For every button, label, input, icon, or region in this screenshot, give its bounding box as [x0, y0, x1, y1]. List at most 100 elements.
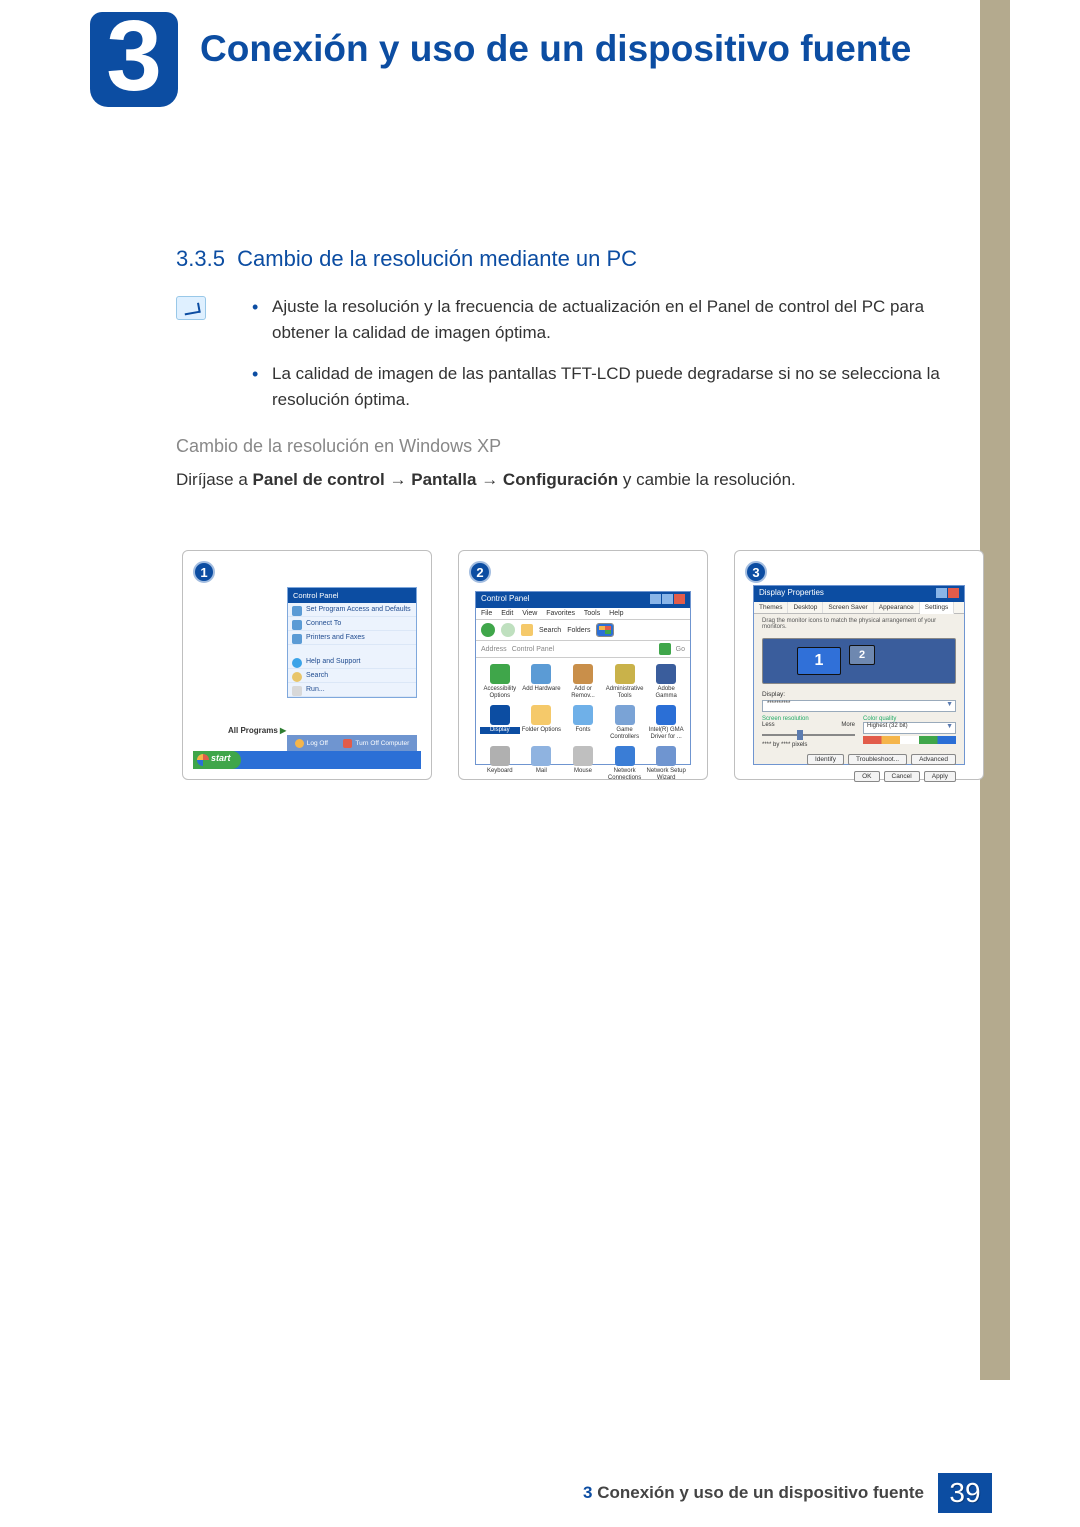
menu-item[interactable]: Tools — [584, 610, 600, 617]
menu-item[interactable]: Printers and Faxes — [288, 631, 416, 645]
start-menu-panel: Control Panel Set Program Access and Def… — [287, 587, 417, 698]
apply-button[interactable]: Apply — [924, 771, 956, 782]
views-icon[interactable] — [597, 624, 613, 636]
step-badge: 2 — [469, 561, 491, 583]
resolution-slider[interactable] — [762, 730, 855, 740]
screenshot-start-menu: 1 Control Panel Set Program Access and D… — [182, 550, 432, 780]
up-folder-icon[interactable] — [521, 624, 533, 636]
arrow-icon: → — [481, 470, 503, 489]
tab-themes[interactable]: Themes — [754, 602, 788, 613]
menu-item[interactable]: Set Program Access and Defaults — [288, 603, 416, 617]
control-panel-icon[interactable]: Fonts — [563, 705, 603, 740]
control-panel-icon[interactable]: Network Setup Wizard — [646, 746, 686, 781]
control-panel-icon[interactable]: Folder Options — [522, 705, 562, 740]
step-badge: 1 — [193, 561, 215, 583]
section-heading: 3.3.5 Cambio de la resolución mediante u… — [176, 246, 637, 272]
screenshot-display-properties: 3 Display Properties ThemesDesktopScreen… — [734, 550, 984, 780]
cancel-button[interactable]: Cancel — [884, 771, 920, 782]
window-controls — [649, 594, 685, 606]
menu-item[interactable]: File — [481, 610, 492, 617]
tab-settings[interactable]: Settings — [920, 602, 955, 614]
back-icon[interactable] — [481, 623, 495, 637]
screenshot-control-panel: 2 Control Panel File Edit View Favorites… — [458, 550, 708, 780]
button-row-bottom: OK Cancel Apply — [762, 771, 956, 782]
go-label: Go — [676, 646, 685, 653]
control-panel-icon[interactable]: Intel(R) GMA Driver for ... — [646, 705, 686, 740]
address-bar: Address Control Panel Go — [476, 641, 690, 658]
start-button[interactable]: start — [193, 751, 241, 769]
control-panel-icon[interactable]: Administrative Tools — [605, 664, 645, 699]
control-panel-icons: Accessibility OptionsAdd HardwareAdd or … — [476, 658, 690, 788]
note-bullets: Ajuste la resolución y la frecuencia de … — [252, 294, 952, 427]
title-bar: Display Properties — [754, 586, 964, 602]
menu-item[interactable]: Help and Support — [288, 655, 416, 669]
bullet-item: La calidad de imagen de las pantallas TF… — [252, 361, 952, 414]
res-more: More — [841, 722, 855, 728]
search-label[interactable]: Search — [539, 627, 561, 634]
control-panel-icon[interactable]: Mouse — [563, 746, 603, 781]
tab-strip: ThemesDesktopScreen SaverAppearanceSetti… — [754, 602, 964, 614]
menu-header: Control Panel — [288, 588, 416, 603]
tab-screen-saver[interactable]: Screen Saver — [823, 602, 873, 613]
control-panel-icon[interactable]: Display — [480, 705, 520, 740]
close-icon[interactable] — [674, 594, 685, 604]
res-less: Less — [762, 722, 775, 728]
display-combo[interactable]: ********** — [762, 700, 956, 712]
nav-path: Diríjase a Panel de control → Pantalla →… — [176, 470, 796, 490]
taskbar: start — [193, 751, 421, 769]
monitor-2[interactable]: 2 — [849, 645, 875, 665]
go-button[interactable] — [659, 643, 671, 655]
button-row-mid: Identify Troubleshoot... Advanced — [762, 754, 956, 765]
section-title: Cambio de la resolución mediante un PC — [237, 246, 637, 271]
footer-chapter-title: Conexión y uso de un dispositivo fuente — [597, 1483, 924, 1502]
bullet-item: Ajuste la resolución y la frecuencia de … — [252, 294, 952, 347]
menu-item[interactable]: Run... — [288, 683, 416, 697]
footer-chapter-number: 3 — [583, 1483, 592, 1502]
address-value[interactable]: Control Panel — [512, 646, 554, 653]
subheading: Cambio de la resolución en Windows XP — [176, 436, 501, 457]
monitor-1[interactable]: 1 — [797, 647, 841, 675]
logoff-button[interactable]: Log Off — [295, 739, 328, 748]
control-panel-icon[interactable]: Game Controllers — [605, 705, 645, 740]
maximize-icon[interactable] — [662, 594, 673, 604]
advanced-button[interactable]: Advanced — [911, 754, 956, 765]
arrow-icon: → — [390, 470, 412, 489]
menu-item[interactable]: Edit — [501, 610, 513, 617]
display-label: Display: — [754, 688, 964, 698]
control-panel-icon[interactable]: Accessibility Options — [480, 664, 520, 699]
chapter-title: Conexión y uso de un dispositivo fuente — [200, 28, 911, 70]
quality-combo[interactable]: Highest (32 bit) — [863, 722, 956, 734]
color-bars — [863, 736, 956, 744]
control-panel-icon[interactable]: Keyboard — [480, 746, 520, 781]
menu-item[interactable]: Help — [609, 610, 623, 617]
menu-item[interactable]: Connect To — [288, 617, 416, 631]
page-number: 39 — [938, 1473, 992, 1513]
shutdown-button[interactable]: Turn Off Computer — [343, 739, 409, 748]
menu-item[interactable]: Search — [288, 669, 416, 683]
section-number: 3.3.5 — [176, 246, 225, 271]
minimize-icon[interactable] — [650, 594, 661, 604]
control-panel-icon[interactable]: Add Hardware — [522, 664, 562, 699]
tab-appearance[interactable]: Appearance — [874, 602, 920, 613]
menu-item[interactable]: View — [522, 610, 537, 617]
help-icon[interactable] — [936, 588, 947, 598]
tab-desktop[interactable]: Desktop — [788, 602, 823, 613]
ok-button[interactable]: OK — [854, 771, 879, 782]
title-bar: Control Panel — [476, 592, 690, 608]
control-panel-icon[interactable]: Network Connections — [605, 746, 645, 781]
control-panel-icon[interactable]: Adobe Gamma — [646, 664, 686, 699]
menu-item[interactable]: Favorites — [546, 610, 575, 617]
control-panel-icon[interactable]: Mail — [522, 746, 562, 781]
window-title: Control Panel — [481, 594, 529, 606]
all-programs[interactable]: All Programs — [228, 726, 286, 735]
step-badge: 3 — [745, 561, 767, 583]
address-label: Address — [481, 646, 507, 653]
chapter-number: 3 — [90, 6, 178, 106]
identify-button[interactable]: Identify — [807, 754, 844, 765]
control-panel-icon[interactable]: Add or Remov... — [563, 664, 603, 699]
troubleshoot--button[interactable]: Troubleshoot... — [848, 754, 907, 765]
folders-label[interactable]: Folders — [567, 627, 590, 634]
forward-icon[interactable] — [501, 623, 515, 637]
close-icon[interactable] — [948, 588, 959, 598]
control-panel-window: Control Panel File Edit View Favorites T… — [475, 591, 691, 765]
